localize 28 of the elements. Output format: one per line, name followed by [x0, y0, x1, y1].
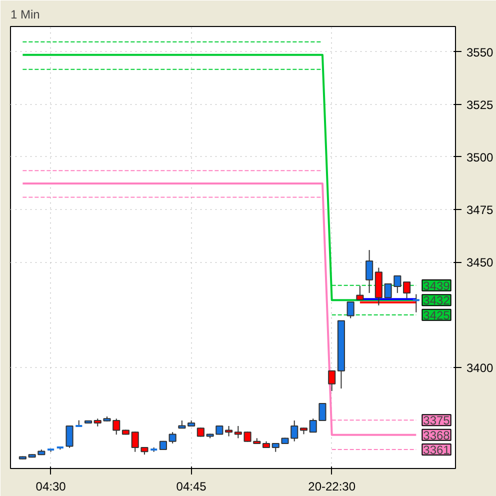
candlestick [318, 402, 326, 422]
candlestick [131, 431, 139, 452]
candlestick [328, 370, 336, 392]
candlestick [346, 301, 354, 319]
candlestick [309, 418, 317, 434]
y-tick-label: 3500 [466, 150, 494, 164]
candlestick [412, 294, 420, 313]
data-label: 3368 [423, 428, 450, 442]
y-tick-label: 3400 [466, 360, 494, 375]
x-tick-label: 20-22:30 [308, 480, 356, 494]
data-label: 3432 [423, 294, 450, 308]
data-label: 3425 [423, 308, 450, 322]
data-label: 3361 [423, 443, 450, 458]
candlestick [66, 425, 74, 448]
candlestick [225, 425, 233, 437]
y-tick-label: 3450 [466, 256, 494, 270]
x-tick-label: 04:45 [176, 480, 207, 494]
candlestick [403, 281, 411, 299]
chart-title: 1 Min [10, 8, 40, 22]
candlestick [196, 427, 204, 438]
x-tick-label: 04:30 [36, 480, 66, 494]
candlestick [168, 432, 176, 444]
y-tick-label: 3525 [466, 98, 494, 112]
data-label: 3439 [423, 278, 450, 293]
data-label: 3375 [423, 414, 450, 428]
candlestick [366, 250, 374, 294]
y-tick-label: 3550 [466, 45, 494, 60]
y-tick-label: 3475 [466, 203, 494, 218]
